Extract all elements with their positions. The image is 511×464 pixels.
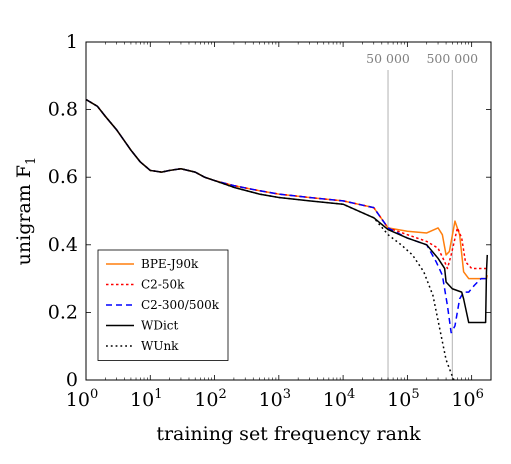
x-tick-label-1: 101 xyxy=(130,387,162,411)
x-tick-label-0: 100 xyxy=(66,387,98,411)
legend-label-2: C2-300/500k xyxy=(141,298,220,312)
y-tick-label-1: 0.2 xyxy=(48,301,78,323)
reference-lines: 50 000 500 000 xyxy=(366,51,478,380)
y-tick-label-5: 1 xyxy=(66,31,78,53)
legend: BPE-J90k C2-50k C2-300/500k WDict WUnk xyxy=(97,249,229,361)
x-tick-label-4: 104 xyxy=(323,387,355,411)
vline-label-1: 500 000 xyxy=(426,51,478,66)
series-line-2 xyxy=(86,98,488,334)
plot-frame xyxy=(85,41,492,381)
vline-label-0: 50 000 xyxy=(366,51,410,66)
x-tick-label-6: 106 xyxy=(451,387,483,411)
legend-label-3: WDict xyxy=(141,319,179,333)
x-tick-label-5: 105 xyxy=(387,387,419,411)
x-tick-label-3: 103 xyxy=(259,387,291,411)
x-tick-label-2: 102 xyxy=(194,387,226,411)
series-lines xyxy=(86,98,489,380)
y-tick-label-4: 0.8 xyxy=(48,99,78,121)
y-axis-title-subscript: 1 xyxy=(24,157,39,165)
series-line-4 xyxy=(86,98,455,380)
legend-label-4: WUnk xyxy=(141,339,179,353)
y-axis-title: unigram F1 xyxy=(13,157,39,266)
x-axis-title: training set frequency rank xyxy=(156,423,421,445)
legend-label-1: C2-50k xyxy=(141,278,185,292)
axes: 100 101 102 103 104 105 106 0 0.2 0.4 0.6 0.8 1 xyxy=(48,31,492,411)
y-tick-label-2: 0.4 xyxy=(48,234,78,256)
y-tick-label-3: 0.6 xyxy=(48,166,78,188)
y-tick-label-0: 0 xyxy=(66,369,78,391)
series-line-1 xyxy=(86,98,488,270)
y-axis-title-main: unigram F xyxy=(13,165,35,265)
legend-label-0: BPE-J90k xyxy=(141,257,199,271)
